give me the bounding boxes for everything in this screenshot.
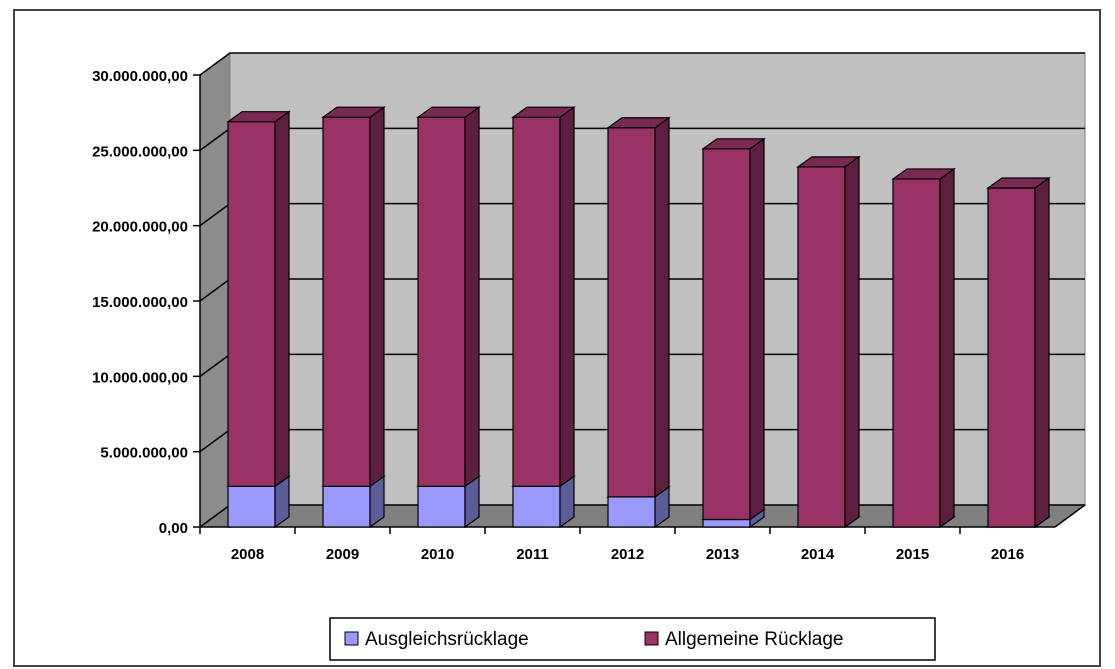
y-tick-label: 30.000.000,00: [92, 68, 188, 85]
bar: [607, 496, 656, 528]
legend-swatch: [344, 631, 359, 646]
y-tick-label: 25.000.000,00: [92, 143, 188, 160]
bar-side: [369, 106, 385, 488]
bar-side: [464, 106, 480, 488]
grid-line: [199, 52, 1085, 76]
bar-side: [274, 110, 290, 488]
y-tick-label: 10.000.000,00: [92, 369, 188, 386]
bar-side: [844, 155, 860, 529]
bar: [512, 116, 561, 487]
legend-swatch: [644, 631, 659, 646]
bar-top: [416, 106, 481, 118]
bar: [892, 178, 941, 528]
bar-top: [891, 168, 956, 180]
y-tick-label: 5.000.000,00: [100, 445, 188, 462]
bar-side: [654, 116, 670, 499]
x-tick-label: 2010: [421, 546, 454, 563]
y-tick-label: 15.000.000,00: [92, 294, 188, 311]
bar-top: [796, 156, 861, 168]
bar: [322, 485, 371, 528]
bar: [512, 485, 561, 528]
x-tick-label: 2014: [801, 546, 835, 563]
legend-box: [329, 617, 936, 661]
y-tick-label: 0,00: [159, 520, 188, 537]
bar-side: [939, 167, 955, 529]
bar-top: [226, 111, 291, 123]
y-tick-label: 20.000.000,00: [92, 219, 188, 236]
legend-label: Allgemeine Rücklage: [665, 629, 844, 650]
bar-side: [559, 106, 575, 488]
bar: [227, 485, 276, 528]
x-tick-label: 2016: [991, 546, 1024, 563]
bar: [702, 518, 751, 528]
bar-top: [511, 106, 576, 118]
bar: [607, 127, 656, 498]
bar: [702, 148, 751, 521]
bar: [797, 166, 846, 528]
bar-top: [606, 117, 671, 129]
bar-side: [749, 137, 765, 521]
x-tick-label: 2011: [516, 546, 549, 563]
x-tick-label: 2013: [706, 546, 739, 563]
bar: [417, 485, 466, 528]
x-tick-label: 2008: [231, 546, 264, 563]
plot-area: 0,00 5.000.000,00 10.000.000,00 15.000.000,…: [92, 52, 1087, 563]
x-tick-label: 2012: [611, 546, 644, 563]
legend-label: Ausgleichsrücklage: [365, 629, 529, 650]
bar-top: [321, 106, 386, 118]
bar: [987, 187, 1036, 528]
bar-top: [701, 138, 766, 150]
x-tick-label: 2009: [326, 546, 359, 563]
x-axis-depth: [1054, 504, 1086, 528]
bar: [417, 116, 466, 487]
bar: [322, 116, 371, 487]
bar: [227, 121, 276, 487]
x-tick-label: 2015: [896, 546, 929, 563]
bar-top: [986, 177, 1051, 189]
bar-side: [1034, 176, 1050, 529]
